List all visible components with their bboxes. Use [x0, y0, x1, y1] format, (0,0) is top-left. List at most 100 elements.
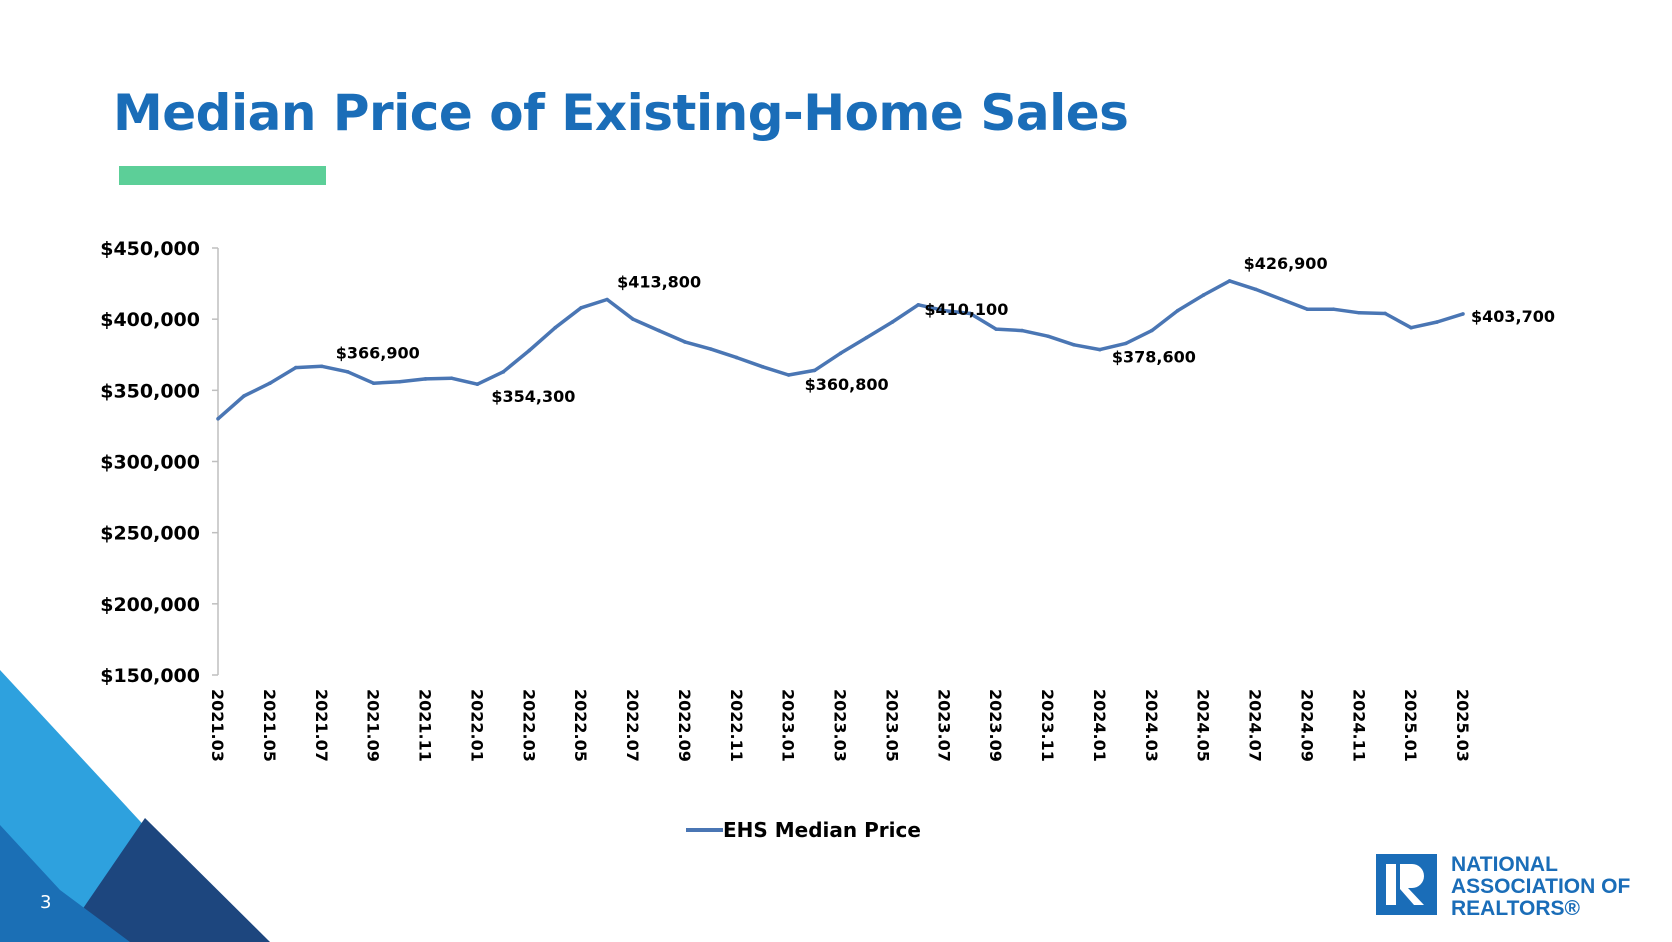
- data-point: [1357, 310, 1362, 315]
- data-point: [864, 335, 869, 340]
- data-point: [553, 325, 557, 330]
- x-tick-label: 2024.07: [1246, 689, 1265, 762]
- page-number: 3: [40, 892, 51, 913]
- data-label: $354,300: [491, 387, 575, 406]
- x-tick-label: 2025.01: [1401, 689, 1420, 762]
- data-point: [1383, 311, 1387, 316]
- data-point: [994, 327, 998, 331]
- data-point: [968, 311, 972, 316]
- data-point: [890, 320, 895, 324]
- data-point: [449, 376, 454, 381]
- logo-line-1: NATIONAL: [1451, 853, 1558, 876]
- y-tick-label: $200,000: [100, 594, 200, 616]
- y-tick-label: $450,000: [100, 238, 200, 260]
- x-tick-label: 2024.01: [1090, 689, 1109, 762]
- nar-logo: NATIONAL ASSOCIATION OF REALTORS®: [1376, 853, 1630, 920]
- data-point: [734, 355, 739, 360]
- data-point: [1227, 279, 1232, 283]
- x-tick-label: 2023.07: [934, 689, 953, 762]
- x-tick-label: 2021.07: [312, 689, 331, 762]
- data-point: [527, 348, 532, 353]
- x-tick-label: 2024.11: [1349, 689, 1368, 762]
- data-point: [475, 382, 480, 387]
- data-point: [1072, 342, 1076, 347]
- corner-decoration: 3: [0, 670, 270, 942]
- data-point: [579, 305, 583, 310]
- y-tick-label: $400,000: [100, 309, 200, 331]
- data-point: [1098, 347, 1102, 352]
- data-point: [294, 365, 298, 370]
- data-point: [1020, 328, 1024, 333]
- logo-line-3: REALTORS®: [1451, 897, 1581, 920]
- logo-line-2: ASSOCIATION OF: [1451, 875, 1630, 898]
- x-tick-label: 2023.09: [986, 689, 1005, 762]
- data-point: [631, 317, 635, 321]
- y-axis-ticks: $150,000 $200,000 $250,000 $300,000 $350,000…: [100, 238, 218, 687]
- data-point: [1253, 287, 1258, 292]
- x-tick-label: 2023.03: [831, 689, 850, 762]
- data-point: [371, 381, 376, 386]
- page-title: Median Price of Existing-Home Sales: [113, 84, 1129, 142]
- x-tick-label: 2021.11: [416, 689, 435, 762]
- x-tick-label: 2022.01: [467, 689, 486, 762]
- data-point: [657, 328, 661, 333]
- y-tick-label: $300,000: [100, 452, 200, 474]
- data-point: [838, 351, 843, 356]
- data-point: [319, 364, 324, 369]
- data-point: [942, 308, 947, 313]
- data-point: [345, 370, 350, 374]
- title-accent-bar: [119, 166, 326, 185]
- data-point: [423, 377, 428, 381]
- data-point: [605, 297, 609, 302]
- data-label: $410,100: [924, 300, 1008, 319]
- data-label: $378,600: [1112, 348, 1196, 367]
- data-point: [242, 394, 246, 398]
- corner-triangle-dark: [60, 818, 270, 942]
- x-tick-label: 2025.03: [1453, 689, 1472, 762]
- data-point: [501, 370, 506, 374]
- x-tick-label: 2024.05: [1194, 689, 1213, 762]
- data-point: [268, 381, 272, 386]
- data-point: [1435, 320, 1439, 324]
- x-tick-label: 2023.05: [882, 689, 901, 762]
- x-tick-label: 2021.05: [260, 689, 279, 762]
- x-tick-label: 2022.09: [675, 689, 694, 762]
- data-label: $413,800: [617, 273, 701, 292]
- data-point: [760, 365, 765, 369]
- x-tick-label: 2022.05: [571, 689, 590, 762]
- data-label: $366,900: [336, 343, 420, 362]
- x-tick-label: 2022.11: [727, 689, 746, 762]
- y-tick-label: $350,000: [100, 380, 200, 402]
- data-point: [709, 347, 713, 351]
- data-point: [1279, 297, 1284, 302]
- x-tick-label: 2024.09: [1297, 689, 1316, 762]
- data-point: [1331, 307, 1336, 312]
- data-point: [397, 379, 402, 384]
- data-label: $426,900: [1244, 254, 1328, 273]
- y-tick-label: $150,000: [100, 665, 200, 687]
- data-point: [916, 302, 921, 307]
- logo-r-stem: [1386, 864, 1396, 905]
- data-point: [1201, 293, 1206, 297]
- x-tick-label: 2023.11: [1038, 689, 1057, 762]
- data-point: [786, 373, 791, 377]
- data-point: [1149, 328, 1154, 333]
- legend-label: EHS Median Price: [723, 818, 921, 842]
- data-labels: $366,900 $354,300 $413,800 $360,800 $410,100…: [336, 254, 1555, 406]
- x-tick-label: 2021.03: [208, 689, 227, 762]
- legend: EHS Median Price: [686, 818, 921, 842]
- data-point: [1175, 308, 1180, 313]
- x-tick-label: 2024.03: [1142, 689, 1161, 762]
- corner-triangle-mid: [0, 825, 130, 942]
- y-tick-label: $250,000: [100, 523, 200, 545]
- data-point: [1305, 307, 1310, 312]
- data-point: [1124, 341, 1128, 346]
- data-point: [812, 368, 817, 373]
- data-point: [1046, 334, 1050, 339]
- x-tick-label: 2021.09: [364, 689, 383, 762]
- logo-r-bowl: [1400, 864, 1424, 905]
- x-tick-label: 2022.03: [519, 689, 538, 762]
- data-label: $403,700: [1471, 307, 1555, 326]
- x-tick-label: 2022.07: [623, 689, 642, 762]
